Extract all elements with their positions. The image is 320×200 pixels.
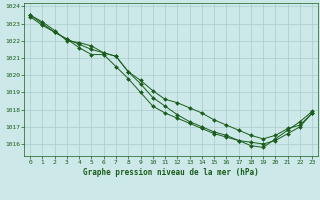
X-axis label: Graphe pression niveau de la mer (hPa): Graphe pression niveau de la mer (hPa) [83,168,259,177]
